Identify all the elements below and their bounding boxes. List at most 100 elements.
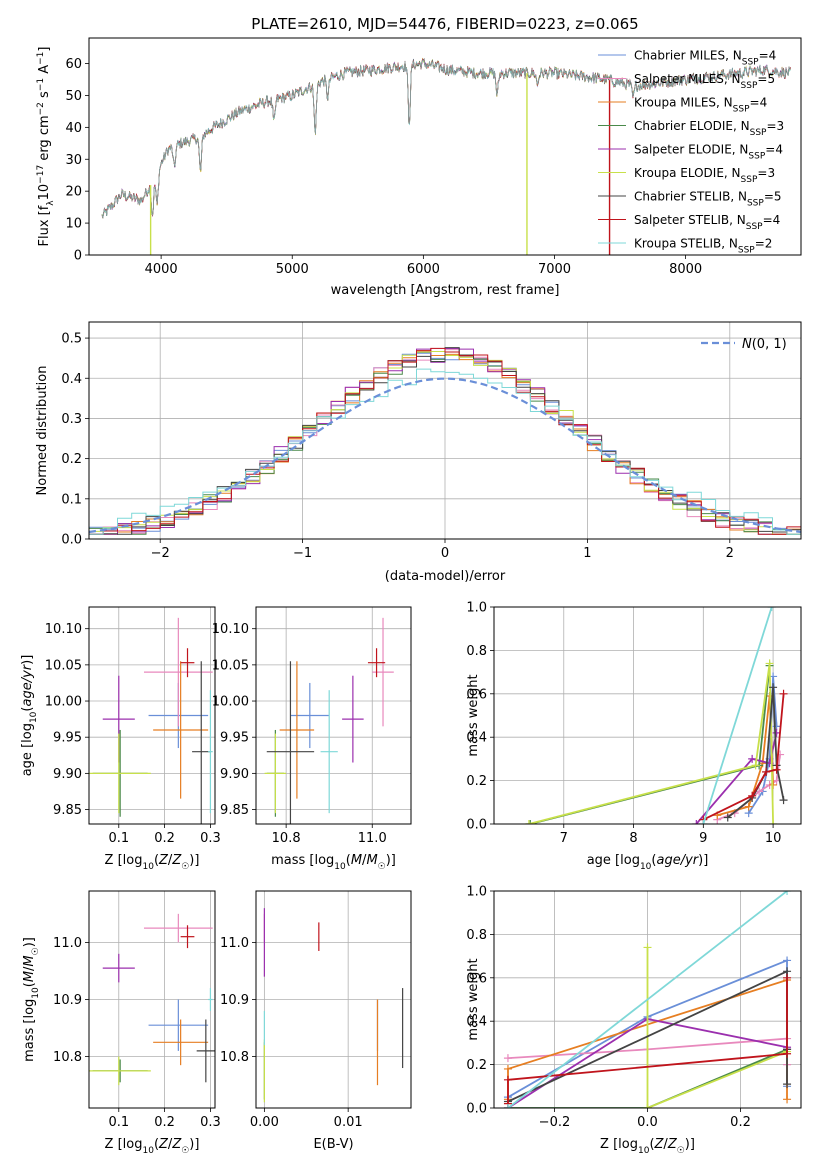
- weight-marker: [783, 956, 792, 965]
- y-tick-label: 0.2: [61, 452, 82, 467]
- weight-marker: [503, 1075, 512, 1084]
- x-axis-label: E(B-V): [313, 1137, 353, 1152]
- weight-marker: [699, 820, 708, 824]
- weight-marker: [503, 1104, 512, 1108]
- errorbar-point: [279, 661, 315, 799]
- axes-frame: [88, 606, 216, 825]
- errorbar-point: [180, 648, 195, 678]
- mass_vs_ebv-panel: 0.00 0.01 10.8 10.9 11.0 E(B-V): [220, 890, 412, 1152]
- x-axis-label: (data-model)/error: [385, 569, 506, 584]
- y-tick-label: 0.4: [61, 372, 82, 387]
- y-tick-label: 10.9: [220, 993, 249, 1008]
- histogram-step: [89, 368, 801, 535]
- legend-label: Chabrier STELIB, NSSP=5: [634, 190, 782, 209]
- weight-marker: [783, 1080, 792, 1089]
- weight_vs_age-plot-area: [524, 607, 788, 824]
- weight-marker: [744, 802, 753, 811]
- weight-marker: [762, 767, 771, 776]
- x-axis-label: Z [log10(Z/Z☉)]: [600, 1137, 695, 1156]
- weight-line: [507, 891, 788, 1108]
- errorbar-point: [153, 1019, 209, 1066]
- y-tick-label: 10.9: [53, 993, 82, 1008]
- x-tick-label: 4000: [145, 262, 178, 277]
- y-tick-label: 0.4: [466, 1015, 487, 1030]
- age_vs_mass-panel: 10.8 11.0 9.85 9.90 9.95 10.00 10.05 10.10 mass …: [212, 606, 412, 872]
- mass_vs_Z-panel: 0.1 0.2 0.3 10.8 10.9 11.0 Z [log10(Z/Z☉)] mass…: [22, 890, 221, 1156]
- y-axis-label: Flux [fλ10−17 erg cm−2 s−1 A−1]: [36, 47, 56, 247]
- y-tick-label: 9.95: [220, 731, 249, 746]
- y-tick-label: 10.10: [212, 622, 249, 637]
- legend-label: Kroupa STELIB, NSSP=2: [634, 237, 772, 256]
- y-axis-label: mass [log10(M/M☉)]: [22, 937, 41, 1062]
- age_vs_Z-panel: 0.1 0.2 0.3 9.85 9.90 9.95 10.00 10.05 10.10 Z [l…: [20, 606, 221, 872]
- y-tick-label: 11.0: [220, 936, 249, 951]
- weight-marker: [748, 754, 757, 763]
- weight-marker: [769, 683, 778, 692]
- errorbar-point: [367, 648, 386, 678]
- y-tick-label: 0.0: [61, 533, 82, 548]
- x-axis-label: wavelength [Angstrom, rest frame]: [331, 283, 560, 298]
- y-tick-label: 20: [65, 185, 82, 200]
- y-tick-label: 9.85: [220, 803, 249, 818]
- y-tick-label: 1.0: [466, 601, 487, 616]
- y-axis-label: age [log10(age/yr)]: [20, 655, 39, 777]
- errorbar-point: [89, 733, 151, 814]
- y-tick-label: 0.8: [466, 928, 487, 943]
- weight-marker: [526, 820, 535, 824]
- age_vs_mass-plot-area: [264, 617, 394, 824]
- errorbar-point: [264, 733, 287, 814]
- x-tick-label: 0.2: [730, 1115, 751, 1130]
- legend-label: Chabrier ELODIE, NSSP=3: [634, 119, 784, 138]
- errorbar-point: [196, 1019, 215, 1083]
- weight-marker: [783, 891, 792, 895]
- x-tick-label: 0.2: [154, 1115, 175, 1130]
- y-tick-label: 0.3: [61, 412, 82, 427]
- x-tick-label: 8: [629, 831, 637, 846]
- weight-marker: [783, 973, 792, 982]
- mass_vs_ebv-plot-area: [263, 908, 404, 1103]
- figure-title: PLATE=2610, MJD=54476, FIBERID=0223, z=0…: [251, 15, 638, 33]
- y-tick-label: 0.6: [466, 687, 487, 702]
- spectrum-panel: 4000 5000 6000 7000 8000 0 10 20 30 40 50 60 wavelen…: [36, 37, 802, 298]
- weight-line: [507, 977, 788, 1104]
- y-axis-label: Normed distribution: [35, 366, 50, 496]
- errorbar-point: [143, 913, 213, 943]
- x-tick-label: 10: [765, 831, 782, 846]
- errorbar-point: [342, 675, 364, 763]
- x-tick-label: 1: [583, 546, 591, 561]
- axes-frame: [493, 606, 802, 825]
- spectrum-data-line: [101, 58, 791, 219]
- x-tick-label: 0.3: [200, 831, 221, 846]
- weight-marker: [524, 820, 533, 824]
- y-axis-label: mass weight: [466, 958, 481, 1040]
- errorbar-point: [192, 661, 211, 824]
- errorbar-point: [290, 682, 330, 749]
- y-tick-label: 0.0: [466, 1102, 487, 1117]
- x-tick-label: 0.3: [200, 1115, 221, 1130]
- x-tick-label: 10.8: [272, 831, 301, 846]
- y-tick-label: 1.0: [466, 885, 487, 900]
- y-tick-label: 0.4: [466, 731, 487, 746]
- legend-label: Kroupa ELODIE, NSSP=3: [634, 166, 775, 185]
- errorbar-point: [180, 925, 195, 949]
- residual_hist-panel: −2 −1 0 1 2 0.0 0.1 0.2 0.3 0.4 0.5 N(0, 1) (data-mo…: [35, 321, 802, 584]
- weight-line: [528, 663, 774, 824]
- y-tick-label: 0.6: [466, 971, 487, 986]
- x-axis-label: mass [log10(M/M☉)]: [271, 853, 396, 872]
- weight-line: [530, 665, 771, 824]
- x-tick-label: 0.0: [637, 1115, 658, 1130]
- errorbar-point: [208, 690, 213, 814]
- x-tick-label: 11.0: [358, 831, 387, 846]
- x-tick-label: 5000: [276, 262, 309, 277]
- weight-marker: [503, 1064, 512, 1073]
- y-tick-label: 0.5: [61, 332, 82, 347]
- weight-marker: [643, 943, 652, 952]
- weight-marker: [765, 659, 774, 668]
- weight-marker: [692, 820, 701, 824]
- x-tick-label: 0.01: [334, 1115, 363, 1130]
- y-tick-label: 0.8: [466, 644, 487, 659]
- normal-curve: [89, 377, 801, 534]
- axes-frame: [88, 37, 802, 256]
- weight-marker: [779, 796, 788, 805]
- legend-label: Chabrier MILES, NSSP=4: [634, 49, 776, 68]
